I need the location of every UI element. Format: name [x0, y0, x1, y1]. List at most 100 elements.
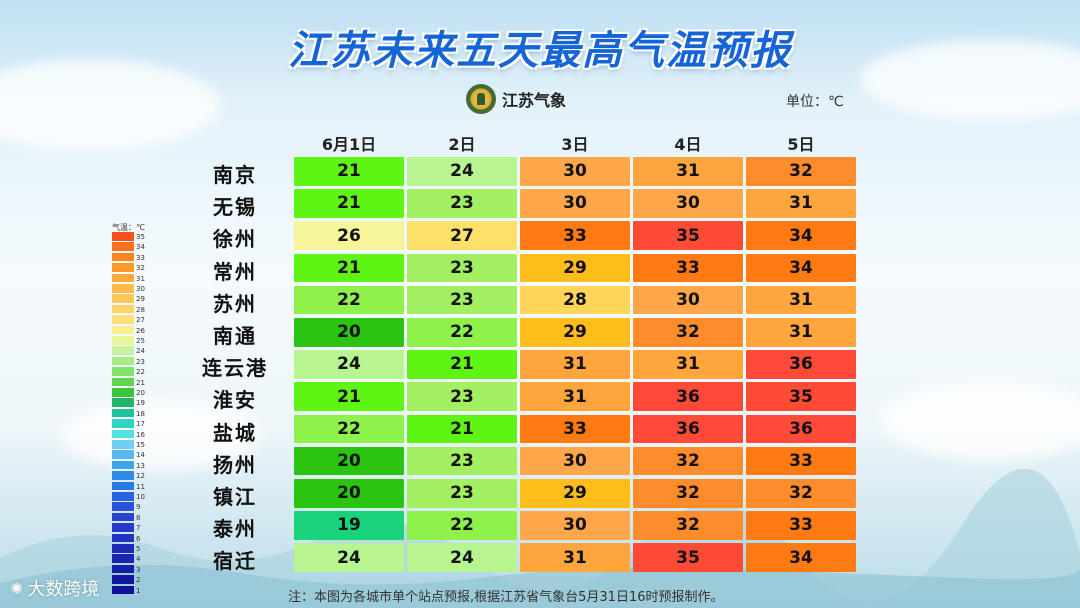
- temperature-cell: 21: [407, 350, 517, 379]
- legend-label: 35: [136, 233, 145, 241]
- legend-label: 1: [136, 586, 141, 595]
- legend-label: 31: [136, 274, 145, 283]
- city-label: 泰州: [213, 517, 257, 542]
- temperature-cell: 21: [294, 189, 404, 218]
- temperature-cell: 20: [294, 446, 404, 476]
- legend-label: 25: [136, 337, 145, 345]
- temperature-cell: 23: [407, 382, 517, 411]
- legend-swatch: [112, 544, 134, 553]
- temperature-cell: 33: [746, 446, 856, 476]
- legend-swatch: [112, 325, 134, 335]
- temperature-cell: 32: [633, 446, 743, 476]
- legend-label: 24: [136, 347, 145, 356]
- cloud-decoration: [860, 40, 1080, 120]
- watermark-logo-icon: ✺: [10, 578, 24, 598]
- legend-label: 30: [136, 285, 145, 293]
- legend-swatch: [112, 512, 134, 522]
- temperature-cell: 24: [407, 157, 517, 186]
- city-label: 连云港: [202, 356, 268, 381]
- temperature-cell: 31: [520, 543, 630, 572]
- page-title: 江苏未来五天最高气温预报: [288, 28, 792, 74]
- legend-swatch: [112, 294, 134, 303]
- temperature-cell: 24: [294, 543, 404, 572]
- city-label: 镇江: [213, 485, 257, 509]
- legend-label: 11: [136, 482, 145, 491]
- logo: 江苏气象: [466, 84, 566, 114]
- cloud-decoration: [0, 60, 220, 150]
- legend-swatch: [112, 533, 134, 543]
- temperature-cell: 32: [633, 479, 743, 508]
- city-label: 宿迁: [213, 549, 257, 574]
- legend-swatch: [112, 304, 134, 314]
- legend-swatch: [112, 336, 134, 345]
- temperature-cell: 31: [746, 285, 856, 315]
- legend-swatch: [112, 377, 134, 387]
- temperature-cell: 32: [633, 318, 743, 347]
- temperature-cell: 34: [746, 543, 856, 572]
- temperature-cell: 21: [407, 414, 517, 444]
- legend-label: 10: [136, 493, 145, 501]
- logo-badge-icon: [466, 84, 496, 114]
- legend-label: 26: [136, 326, 145, 335]
- temperature-cell: 29: [520, 479, 630, 508]
- legend-swatch: [112, 263, 134, 272]
- city-label: 盐城: [213, 420, 257, 445]
- legend-swatch: [112, 284, 134, 293]
- temperature-cell: 22: [294, 414, 404, 444]
- temperature-cell: 31: [520, 350, 630, 379]
- legend-label: 15: [136, 441, 145, 449]
- column-header: 2日: [448, 135, 476, 154]
- legend-label: 23: [136, 357, 145, 366]
- temperature-cell: 26: [294, 221, 404, 250]
- temperature-cell: 23: [407, 189, 517, 218]
- legend-label: 3: [136, 565, 141, 574]
- legend-label: 19: [136, 399, 145, 408]
- legend-label: 28: [136, 305, 145, 314]
- legend-label: 34: [136, 243, 145, 252]
- legend-label: 32: [136, 264, 145, 273]
- cloud-decoration: [60, 400, 260, 470]
- legend-label: 27: [136, 316, 145, 325]
- temperature-cell: 20: [294, 479, 404, 508]
- column-header: 4日: [674, 135, 702, 154]
- legend-label: 12: [136, 472, 145, 481]
- legend-swatch: [112, 388, 134, 397]
- legend-label: 5: [136, 545, 141, 553]
- legend-label: 22: [136, 368, 145, 377]
- legend-swatch: [112, 450, 134, 459]
- legend-label: 33: [136, 253, 145, 262]
- legend-label: 7: [136, 524, 141, 533]
- temperature-cell: 27: [407, 221, 517, 250]
- column-header: 5日: [787, 135, 815, 154]
- legend-swatch: [112, 502, 134, 511]
- legend-label: 21: [136, 378, 145, 387]
- temperature-cell: 32: [746, 157, 856, 186]
- temperature-cell: 22: [407, 511, 517, 540]
- legend-swatch: [112, 419, 134, 428]
- temperature-cell: 22: [294, 285, 404, 315]
- temperature-cell: 34: [746, 253, 856, 283]
- logo-text: 江苏气象: [502, 91, 567, 110]
- cloud-decoration: [880, 380, 1080, 460]
- legend-swatch: [112, 273, 134, 283]
- legend-label: 14: [136, 451, 145, 460]
- city-label: 扬州: [213, 452, 257, 477]
- temperature-cell: 36: [746, 414, 856, 444]
- city-label: 徐州: [213, 227, 257, 252]
- legend-swatch: [112, 242, 134, 251]
- temperature-cell: 23: [407, 253, 517, 283]
- temperature-cell: 32: [746, 479, 856, 508]
- city-label: 淮安: [213, 388, 257, 413]
- mountain-backdrop: [0, 468, 1080, 608]
- legend-swatch: [112, 252, 134, 262]
- city-label: 无锡: [213, 195, 257, 220]
- temperature-cell: 29: [520, 253, 630, 283]
- temperature-cell: 30: [520, 511, 630, 540]
- legend-swatch: [112, 575, 134, 584]
- temperature-cell: 36: [746, 350, 856, 379]
- temperature-cell: 30: [520, 157, 630, 186]
- temperature-cell: 35: [633, 543, 743, 572]
- temperature-cell: 31: [633, 350, 743, 379]
- legend-swatch: [112, 398, 134, 407]
- legend-swatch: [112, 232, 134, 241]
